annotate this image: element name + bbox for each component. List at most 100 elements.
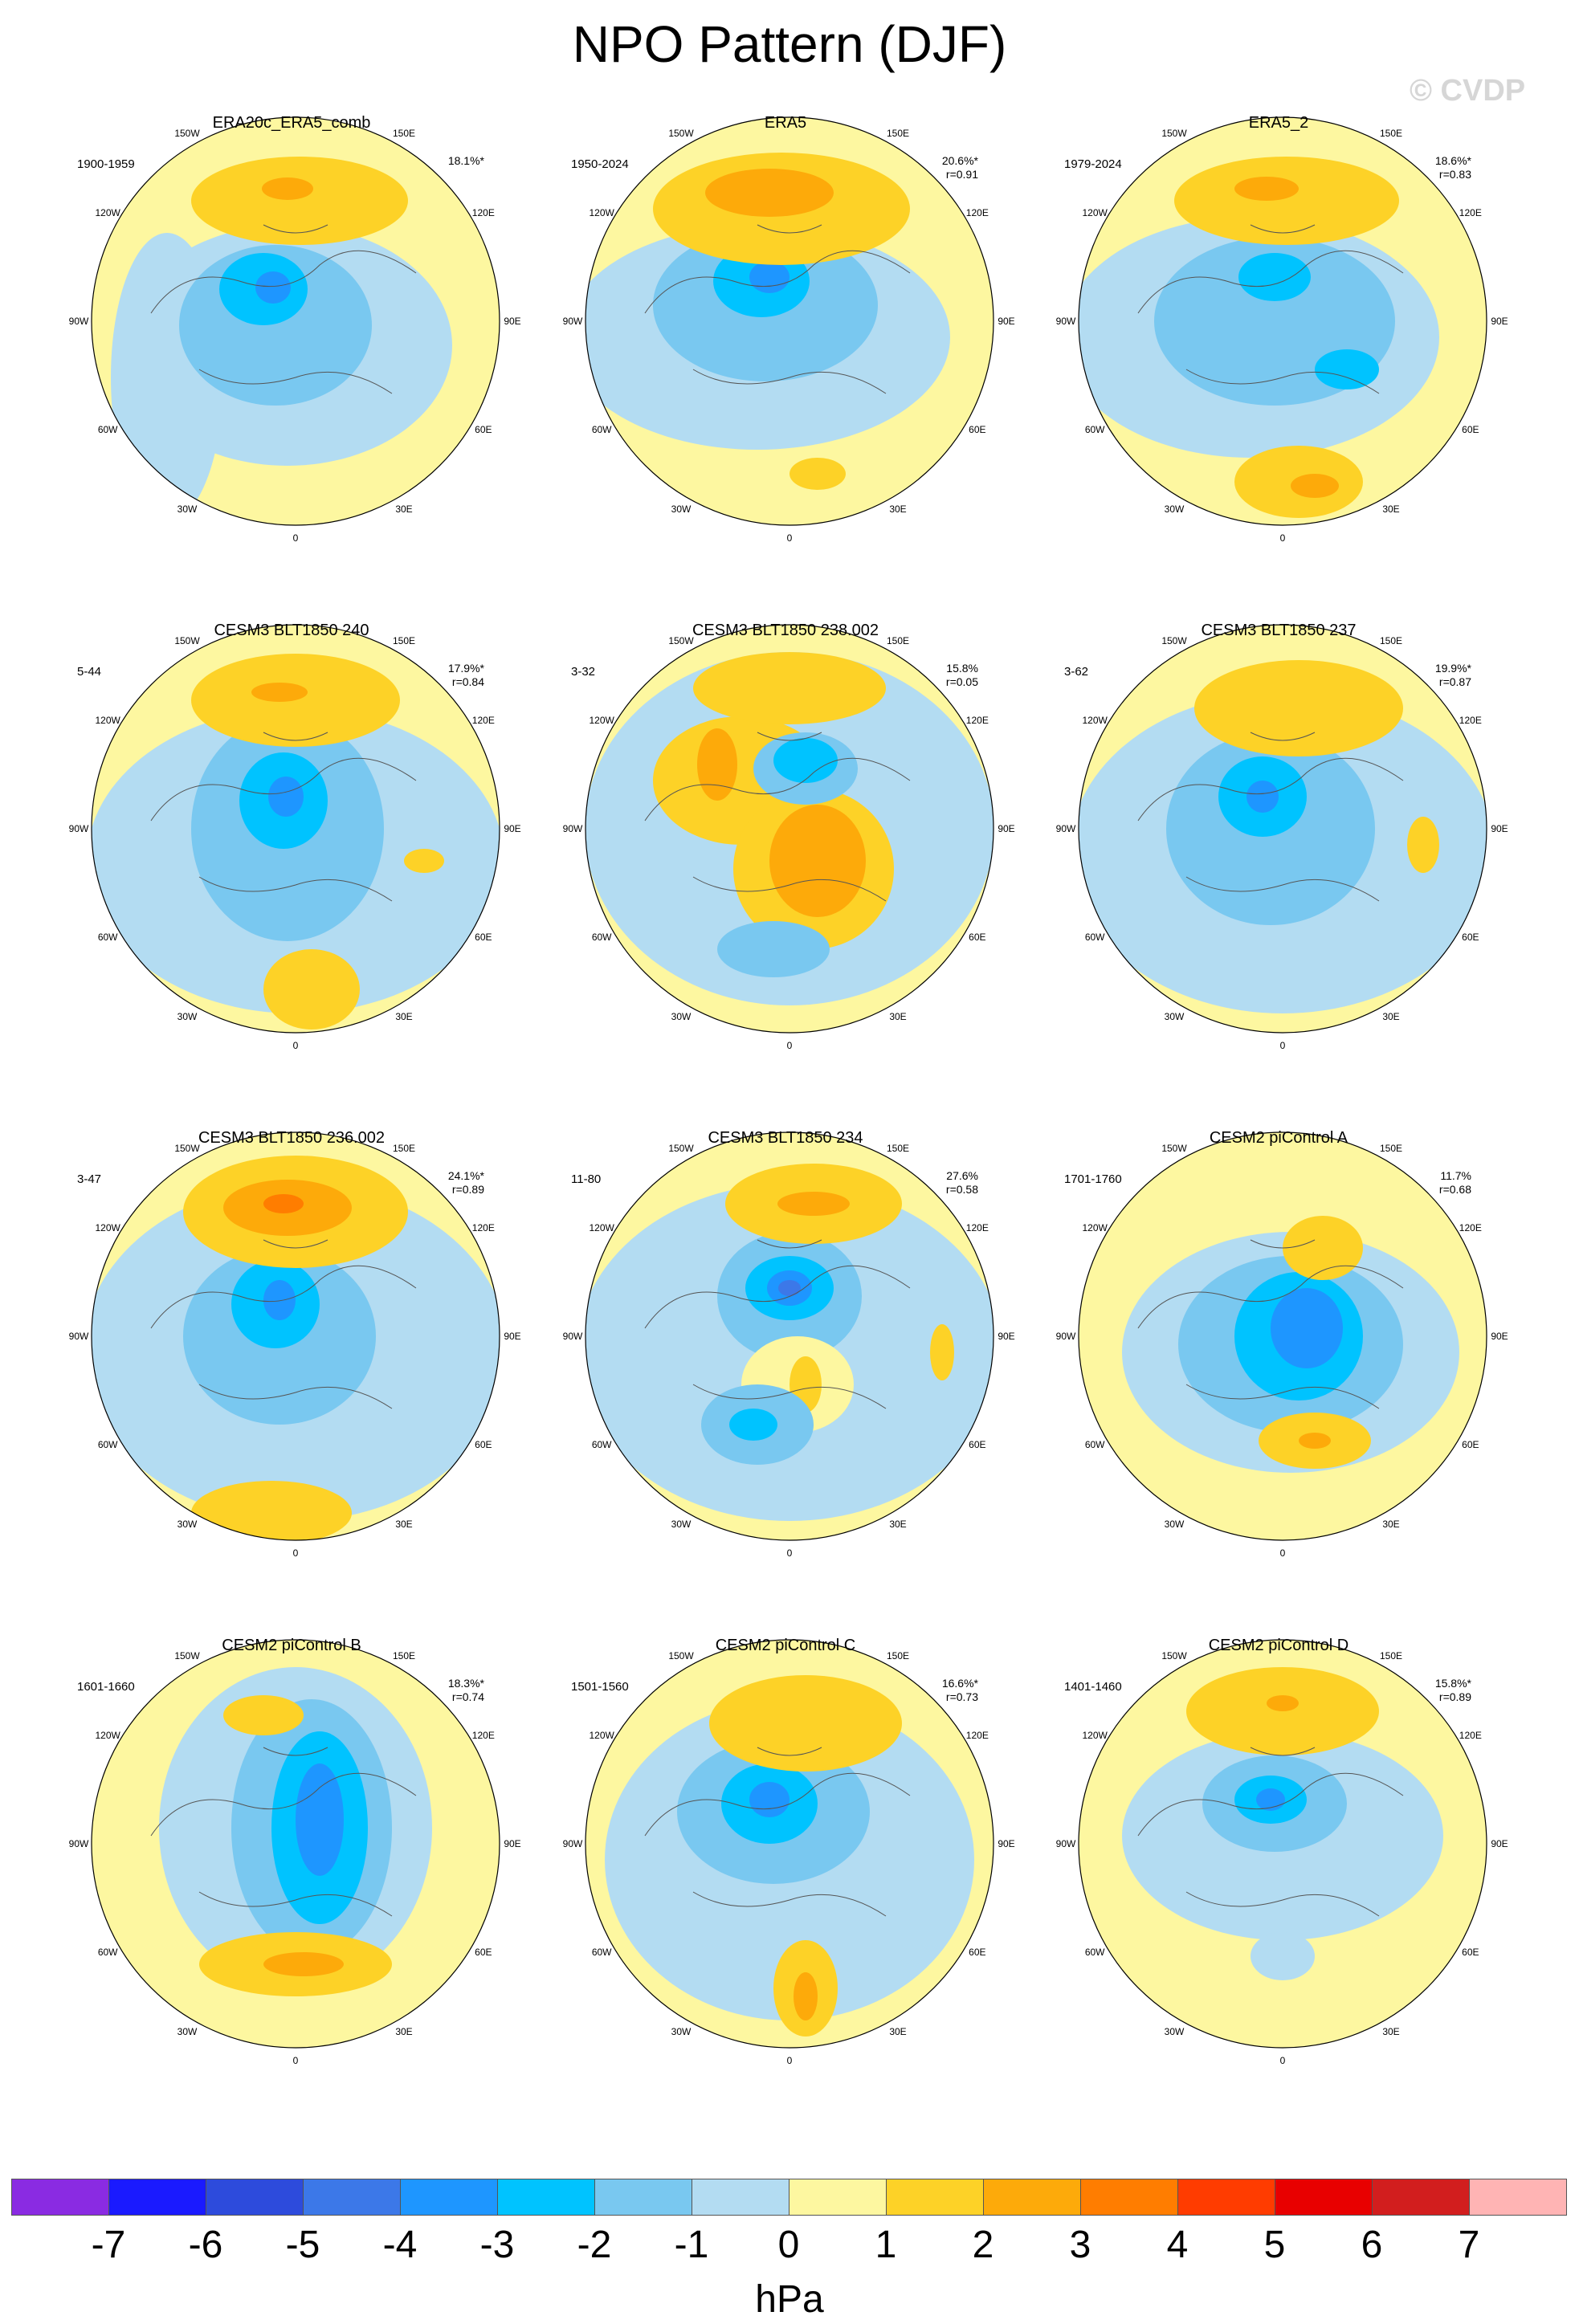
longitude-label: 30E bbox=[889, 504, 906, 515]
contour-region bbox=[697, 728, 737, 801]
panel-years: 1501-1560 bbox=[571, 1680, 629, 1694]
longitude-label: 120E bbox=[1459, 715, 1482, 726]
panel-correlation: r=0.91 bbox=[945, 168, 978, 181]
longitude-label: 30E bbox=[889, 1519, 906, 1530]
contour-region bbox=[1407, 817, 1439, 873]
panel-years: 3-47 bbox=[77, 1172, 102, 1186]
coastline bbox=[150, 224, 417, 394]
longitude-label: 60E bbox=[1462, 1439, 1479, 1450]
colorbar-swatch bbox=[1080, 2179, 1178, 2216]
contour-region bbox=[263, 1280, 296, 1320]
colorbar-swatch bbox=[1275, 2179, 1373, 2216]
polar-map: 180150E120E90E60E30E030W60W90W120W150W bbox=[1056, 624, 1508, 1051]
longitude-label: 60W bbox=[98, 1947, 118, 1958]
contour-region bbox=[1246, 781, 1279, 813]
longitude-label: 60W bbox=[1085, 424, 1105, 435]
longitude-label: 30W bbox=[671, 1519, 692, 1530]
panel-years: 3-32 bbox=[571, 665, 596, 679]
longitude-label: 120W bbox=[589, 207, 614, 218]
panel-variance: 24.1%* bbox=[447, 1169, 484, 1182]
map-border bbox=[1078, 116, 1487, 526]
coastline bbox=[644, 224, 911, 394]
contour-region bbox=[251, 683, 308, 702]
map-panel: 180150E120E90E60E30E030W60W90W120W150WER… bbox=[528, 111, 1042, 609]
polar-map: 180150E120E90E60E30E030W60W90W120W150W bbox=[69, 1131, 521, 1559]
map-border bbox=[91, 1131, 500, 1541]
contour-region bbox=[1291, 474, 1339, 498]
contour-region bbox=[268, 777, 304, 817]
longitude-label: 60W bbox=[592, 932, 612, 943]
longitude-label: 0 bbox=[293, 532, 299, 544]
colorbar-tick-label: 6 bbox=[1361, 2224, 1383, 2266]
panel-variance: 15.8% bbox=[946, 662, 978, 675]
contour-region bbox=[749, 1782, 790, 1817]
longitude-label: 120W bbox=[589, 715, 614, 726]
polar-map: 180150E120E90E60E30E030W60W90W120W150W bbox=[563, 1131, 1015, 1559]
colorbar-swatch bbox=[1177, 2179, 1275, 2216]
longitude-label: 30E bbox=[1382, 1011, 1399, 1022]
map-border bbox=[1078, 1639, 1487, 2049]
longitude-label: 90W bbox=[1056, 1838, 1076, 1849]
longitude-label: 30W bbox=[177, 1011, 198, 1022]
longitude-label: 60E bbox=[475, 424, 492, 435]
longitude-label: 150W bbox=[668, 635, 694, 646]
longitude-label: 90E bbox=[1491, 823, 1508, 834]
longitude-label: 150W bbox=[174, 1143, 200, 1154]
panel-title: CESM3 BLT1850 236.002 bbox=[198, 1129, 385, 1147]
longitude-label: 150W bbox=[1161, 1650, 1187, 1661]
panel-variance: 18.6%* bbox=[1434, 154, 1471, 167]
polar-map: 180150E120E90E60E30E030W60W90W120W150W bbox=[69, 624, 521, 1051]
longitude-label: 0 bbox=[293, 1547, 299, 1559]
panel-years: 1900-1959 bbox=[77, 157, 135, 171]
longitude-label: 90E bbox=[1491, 1838, 1508, 1849]
longitude-label: 150E bbox=[887, 1650, 909, 1661]
colorbar-tick-label: -6 bbox=[188, 2224, 223, 2266]
panel-years: 1979-2024 bbox=[1064, 157, 1122, 171]
panel-title: CESM3 BLT1850 234 bbox=[708, 1129, 863, 1147]
longitude-label: 150W bbox=[174, 128, 200, 139]
longitude-label: 150E bbox=[887, 128, 909, 139]
map-panel: 180150E120E90E60E30E030W60W90W120W150WCE… bbox=[1022, 1633, 1536, 2131]
longitude-label: 30W bbox=[671, 504, 692, 515]
panel-correlation: r=0.73 bbox=[945, 1690, 978, 1703]
colorbar-swatch bbox=[1469, 2179, 1567, 2216]
longitude-label: 30E bbox=[395, 2026, 412, 2037]
colorbar-swatch bbox=[108, 2179, 206, 2216]
contour-region bbox=[1315, 349, 1379, 389]
colorbar-swatch bbox=[594, 2179, 692, 2216]
longitude-label: 150W bbox=[668, 128, 694, 139]
polar-map: 180150E120E90E60E30E030W60W90W120W150W bbox=[563, 624, 1015, 1051]
longitude-label: 90E bbox=[998, 316, 1014, 327]
longitude-label: 90W bbox=[69, 1838, 89, 1849]
longitude-label: 90W bbox=[69, 1331, 89, 1342]
longitude-label: 0 bbox=[293, 2055, 299, 2066]
map-panel: 180150E120E90E60E30E030W60W90W120W150WER… bbox=[35, 111, 549, 609]
panel-correlation: r=0.58 bbox=[945, 1183, 978, 1196]
colorbar-tick-label: 1 bbox=[875, 2224, 897, 2266]
contour-region bbox=[794, 1972, 818, 2020]
colorbar-tick-label: -4 bbox=[382, 2224, 418, 2266]
colorbar-tick-label: 5 bbox=[1263, 2224, 1286, 2266]
longitude-label: 0 bbox=[1280, 2055, 1286, 2066]
longitude-label: 60W bbox=[592, 424, 612, 435]
longitude-label: 90W bbox=[69, 823, 89, 834]
longitude-label: 120W bbox=[95, 1222, 120, 1233]
longitude-label: 30W bbox=[177, 2026, 198, 2037]
longitude-label: 60W bbox=[1085, 932, 1105, 943]
longitude-label: 30W bbox=[1165, 2026, 1185, 2037]
panel-years: 1401-1460 bbox=[1064, 1680, 1122, 1694]
longitude-label: 90E bbox=[998, 823, 1014, 834]
cvdp-watermark: © CVDP bbox=[1410, 74, 1526, 108]
longitude-label: 150E bbox=[393, 635, 415, 646]
colorbar-swatch bbox=[692, 2179, 790, 2216]
panel-correlation: r=0.84 bbox=[451, 675, 484, 688]
longitude-label: 150W bbox=[1161, 635, 1187, 646]
panel-title: CESM3 BLT1850 238.002 bbox=[692, 622, 879, 639]
coastline bbox=[1137, 1747, 1404, 1917]
contour-region bbox=[769, 805, 866, 917]
contour-region bbox=[717, 921, 830, 977]
contour-region bbox=[263, 1194, 304, 1213]
contour-region bbox=[263, 1952, 344, 1976]
longitude-label: 60W bbox=[592, 1439, 612, 1450]
longitude-label: 120E bbox=[1459, 207, 1482, 218]
